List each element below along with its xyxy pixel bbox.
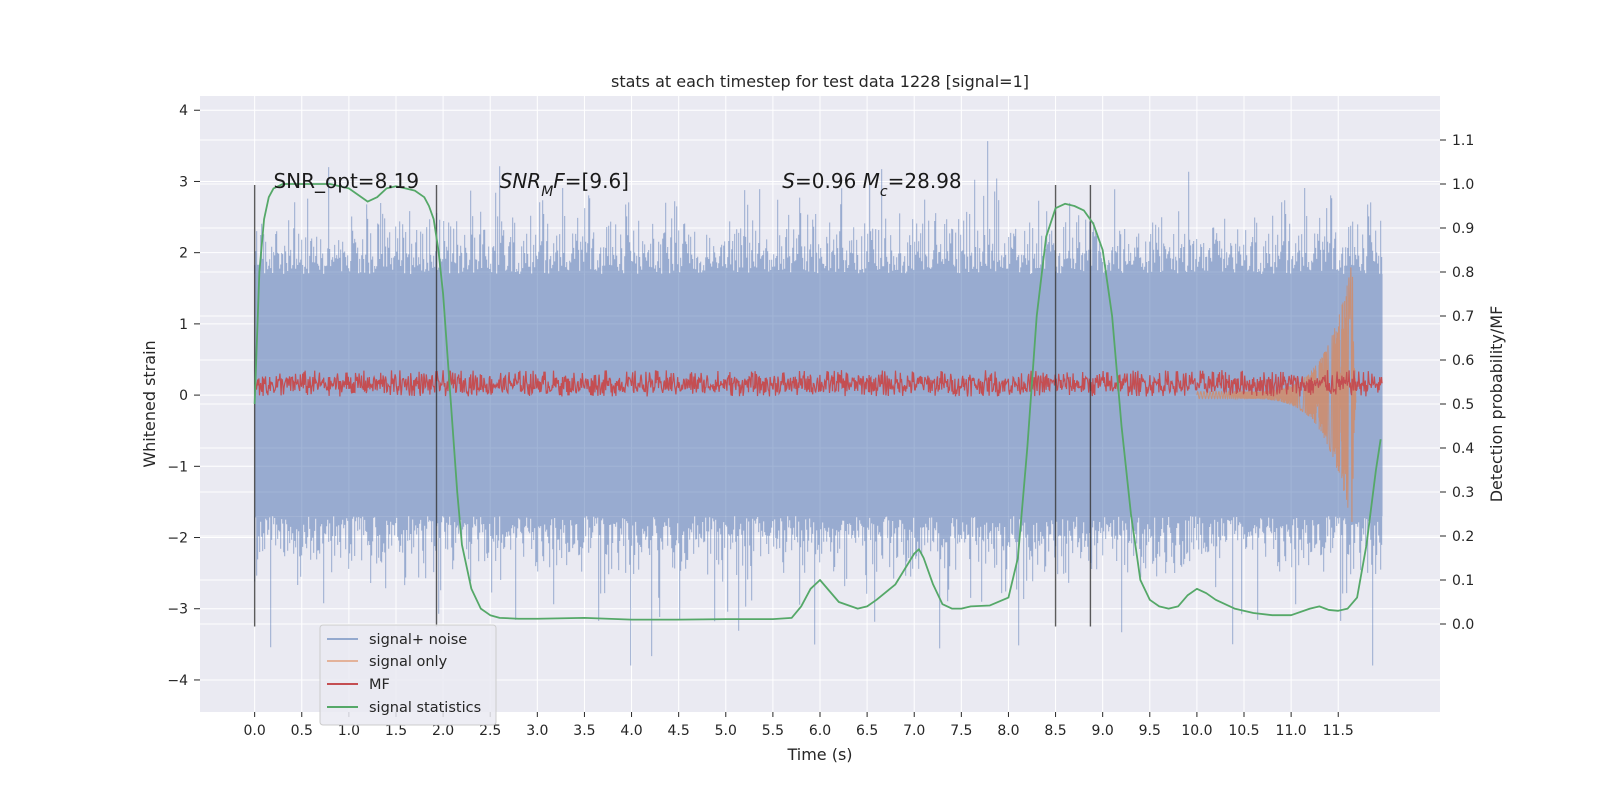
y-tick-label: 3 — [179, 174, 188, 190]
y-tick-label: −4 — [167, 673, 188, 689]
x-tick-label: 0.5 — [291, 723, 313, 739]
annotations: SNR_opt=8.19 SNRMF=[9.6] S=0.96 Mc=28.98 — [273, 169, 961, 200]
y2-tick-label: 0.1 — [1452, 573, 1474, 589]
x-tick-label: 1.5 — [385, 723, 407, 739]
vertical-markers — [253, 185, 1092, 627]
x-tick-label: 8.5 — [1044, 723, 1066, 739]
x-tick-label: 6.5 — [856, 723, 878, 739]
y-tick-label: −3 — [167, 602, 188, 618]
signal-statistics-series — [253, 183, 1382, 621]
y-tick-label: 0 — [179, 388, 188, 404]
y2-axis-title: Detection probability/MF — [1487, 306, 1506, 503]
x-tick-label: 1.0 — [338, 723, 360, 739]
y-axis-left: 4 3 2 1 0 −1 −2 −3 −4 — [167, 103, 200, 689]
legend-label-signal-statistics: signal statistics — [369, 700, 481, 716]
y2-tick-label: 0.2 — [1452, 529, 1474, 545]
mf-series — [254, 370, 1383, 397]
annotation-text: SNR_opt=8.19 — [273, 169, 419, 193]
y2-tick-label: 1.1 — [1452, 133, 1474, 149]
x-tick-label: 2.5 — [479, 723, 501, 739]
x-tick-label: 11.0 — [1276, 723, 1307, 739]
y2-tick-label: 0.6 — [1452, 353, 1474, 369]
x-tick-label: 5.0 — [715, 723, 737, 739]
y2-tick-label: 0.7 — [1452, 309, 1474, 325]
legend: signal+ noise signal only MF signal stat… — [319, 624, 497, 726]
x-tick-label: 7.0 — [903, 723, 925, 739]
y-axis-right: 1.1 1.0 0.9 0.8 0.7 0.6 0.5 0.4 0.3 0.2 0.1 0.0 — [1440, 133, 1474, 633]
y-tick-label: −2 — [167, 531, 188, 547]
x-tick-label: 10.0 — [1181, 723, 1212, 739]
x-tick-label: 9.0 — [1092, 723, 1114, 739]
legend-box — [319, 624, 497, 726]
x-tick-label: 4.0 — [620, 723, 642, 739]
x-tick-label: 2.0 — [432, 723, 454, 739]
chart-title: stats at each timestep for test data 122… — [611, 72, 1029, 91]
legend-label-signal-noise: signal+ noise — [369, 632, 467, 648]
signal-noise-series — [254, 141, 1383, 666]
x-tick-label: 3.5 — [573, 723, 595, 739]
mf-line — [254, 370, 1383, 397]
signal-only-line — [1196, 267, 1357, 523]
x-tick-label: 0.0 — [244, 723, 266, 739]
y2-tick-label: 0.5 — [1452, 397, 1474, 413]
x-tick-label: 7.5 — [950, 723, 972, 739]
x-axis: 0.0 0.5 1.0 1.5 2.0 2.5 3.0 3.5 4.0 4.5 5.0 5.5 6.0 6… — [244, 712, 1354, 739]
x-tick-label: 8.0 — [997, 723, 1019, 739]
y2-tick-label: 0.4 — [1452, 441, 1474, 457]
annotation-text: S=0.96 Mc=28.98 — [782, 169, 961, 200]
x-tick-label: 11.5 — [1323, 723, 1354, 739]
x-axis-title: Time (s) — [786, 745, 852, 764]
signal-statistics-line — [253, 183, 1382, 621]
y-tick-label: −1 — [167, 459, 188, 475]
y2-tick-label: 0.3 — [1452, 485, 1474, 501]
y2-tick-label: 0.0 — [1452, 617, 1474, 633]
y-tick-label: 4 — [179, 103, 188, 119]
x-tick-label: 5.5 — [762, 723, 784, 739]
y2-tick-label: 1.0 — [1452, 177, 1474, 193]
y-tick-label: 1 — [179, 317, 188, 333]
legend-label-mf: MF — [369, 677, 390, 693]
x-tick-label: 9.5 — [1139, 723, 1161, 739]
x-tick-label: 10.5 — [1228, 723, 1259, 739]
x-tick-label: 6.0 — [809, 723, 831, 739]
signal-only-series — [1196, 267, 1357, 523]
annotation-text: SNRMF=[9.6] — [500, 169, 629, 200]
y-tick-label: 2 — [179, 246, 188, 262]
legend-label-signal-only: signal only — [369, 654, 448, 670]
y-axis-title: Whitened strain — [140, 340, 159, 467]
x-tick-label: 3.0 — [526, 723, 548, 739]
signal-noise-band — [254, 274, 1383, 517]
y2-tick-label: 0.9 — [1452, 221, 1474, 237]
y2-tick-label: 0.8 — [1452, 265, 1474, 281]
x-tick-label: 4.5 — [668, 723, 690, 739]
